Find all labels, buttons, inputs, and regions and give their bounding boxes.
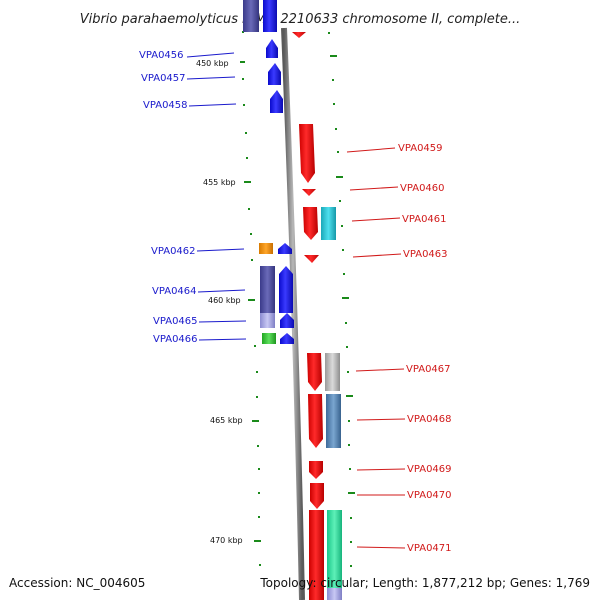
gene-label-vpa0461[interactable]: VPA0461 [402,214,447,225]
gene-arrow-vpa0465[interactable] [280,313,294,328]
gene-label-vpa0466[interactable]: VPA0466 [153,334,198,345]
gene-label-vpa0470[interactable]: VPA0470 [407,490,452,501]
gene-label-vpa0462[interactable]: VPA0462 [151,246,196,257]
gene-block-vpa0466[interactable] [262,333,276,344]
gene-block-top-blue[interactable] [263,0,277,32]
gene-block-vpa0464-lavender[interactable] [260,313,275,328]
scale-label-455: 455 kbp [203,178,236,187]
gene-label-vpa0456[interactable]: VPA0456 [139,50,184,61]
gene-arrow-top-partial[interactable] [292,32,306,38]
gene-arrow-vpa0470[interactable] [310,483,324,509]
left-gene-labels [186,52,247,341]
gene-arrow-vpa0467[interactable] [307,353,322,391]
gene-label-vpa0467[interactable]: VPA0467 [406,364,451,375]
gene-label-vpa0469[interactable]: VPA0469 [407,464,452,475]
scale-label-460: 460 kbp [208,296,241,305]
accession-text: Accession: NC_004605 [9,576,145,590]
gene-label-vpa0459[interactable]: VPA0459 [398,143,443,154]
chromosome-backbone [281,27,305,600]
gene-label-vpa0465[interactable]: VPA0465 [153,316,198,327]
gene-block-vpa0471-red[interactable] [309,510,324,600]
gene-block-bottom-lavender[interactable] [327,588,342,600]
scale-label-465: 465 kbp [210,416,243,425]
map-title: Vibrio parahaemolyticus RIMD 2210633 chr… [80,12,521,27]
gene-block-vpa0461[interactable] [321,207,336,240]
gene-arrow-vpa0459[interactable] [299,124,315,183]
gene-arrow-vpa0457[interactable] [268,63,281,85]
gene-arrow-vpa0468[interactable] [308,394,323,448]
gene-label-vpa0457[interactable]: VPA0457 [141,73,186,84]
gene-label-vpa0463[interactable]: VPA0463 [403,249,448,260]
gene-arrow-vpa0458[interactable] [270,90,283,113]
scale-label-470: 470 kbp [210,536,243,545]
topology-text: Topology: circular; Length: 1,877,212 bp… [259,576,590,590]
scale-label-450: 450 kbp [196,59,229,68]
scale-ticks-left [240,31,261,566]
gene-block-vpa0462[interactable] [259,243,273,254]
gene-arrow-vpa0461[interactable] [303,207,318,240]
gene-label-vpa0460[interactable]: VPA0460 [400,183,445,194]
gene-label-vpa0464[interactable]: VPA0464 [152,286,197,297]
gene-arrow-vpa0463[interactable] [304,255,319,263]
gene-label-vpa0458[interactable]: VPA0458 [143,100,188,111]
gene-label-vpa0468[interactable]: VPA0468 [407,414,452,425]
gene-arrow-vpa0469[interactable] [309,461,323,479]
gene-block-vpa0467[interactable] [325,353,340,391]
gene-label-vpa0471[interactable]: VPA0471 [407,543,452,554]
gene-arrow-vpa0460[interactable] [302,189,316,196]
gene-arrow-vpa0462[interactable] [278,243,292,254]
gene-block-top-purple[interactable] [243,0,259,32]
gene-arrow-vpa0456[interactable] [266,39,278,58]
gene-arrow-vpa0466[interactable] [280,333,294,344]
gene-block-vpa0468[interactable] [326,394,341,448]
right-gene-labels [346,147,406,549]
gene-arrow-vpa0464[interactable] [279,266,293,313]
scale-ticks-right [328,32,355,567]
gene-block-vpa0464-purple[interactable] [260,266,275,313]
gene-block-vpa0471-mint[interactable] [327,510,342,600]
